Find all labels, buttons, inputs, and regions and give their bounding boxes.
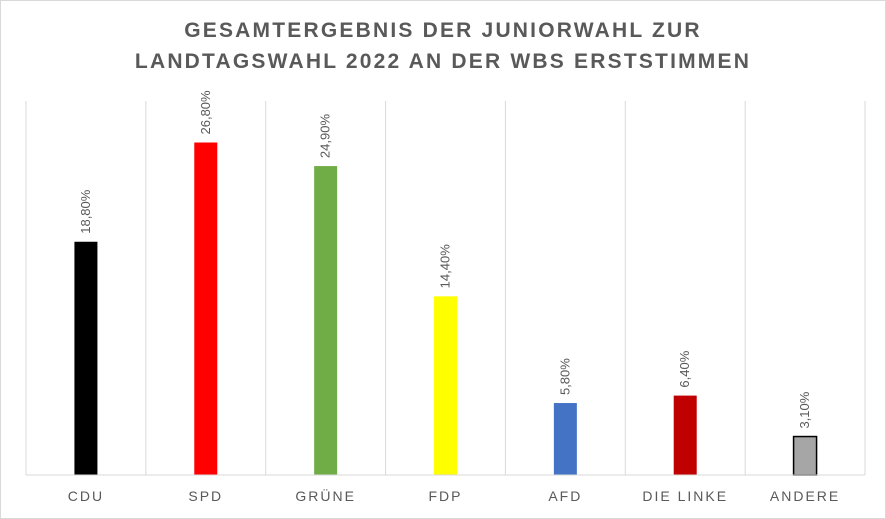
tick-label: ANDERE	[770, 488, 840, 504]
chart-title: GESAMTERGEBNIS DER JUNIORWAHL ZUR LANDTA…	[1, 15, 885, 77]
tick-label: DIE LINKE	[642, 488, 728, 504]
chart-title-line-1: GESAMTERGEBNIS DER JUNIORWAHL ZUR	[184, 19, 702, 42]
bar-andere	[792, 435, 818, 476]
data-label: 18,80%	[78, 189, 93, 234]
data-label: 5,80%	[557, 358, 572, 395]
bar-die-linke	[673, 395, 697, 475]
bar-grüne	[314, 166, 338, 475]
data-label: 14,40%	[438, 244, 453, 289]
bar-afd	[553, 403, 577, 475]
bar-spd	[194, 142, 218, 475]
data-label: 6,40%	[677, 350, 692, 387]
bar-fdp	[434, 296, 457, 475]
data-label: 3,10%	[797, 391, 812, 428]
tick-label: CDU	[68, 488, 104, 504]
data-label: 26,80%	[198, 90, 213, 135]
tick-label: FDP	[429, 488, 463, 504]
bar-cdu	[74, 241, 98, 475]
data-label: 24,90%	[318, 114, 333, 159]
tick-label: GRÜNE	[295, 487, 356, 504]
tick-label: AFD	[548, 488, 582, 504]
chart-title-line-2: LANDTAGSWAHL 2022 AN DER WBS ERSTSTIMMEN	[134, 50, 752, 73]
tick-label: SPD	[188, 488, 223, 504]
